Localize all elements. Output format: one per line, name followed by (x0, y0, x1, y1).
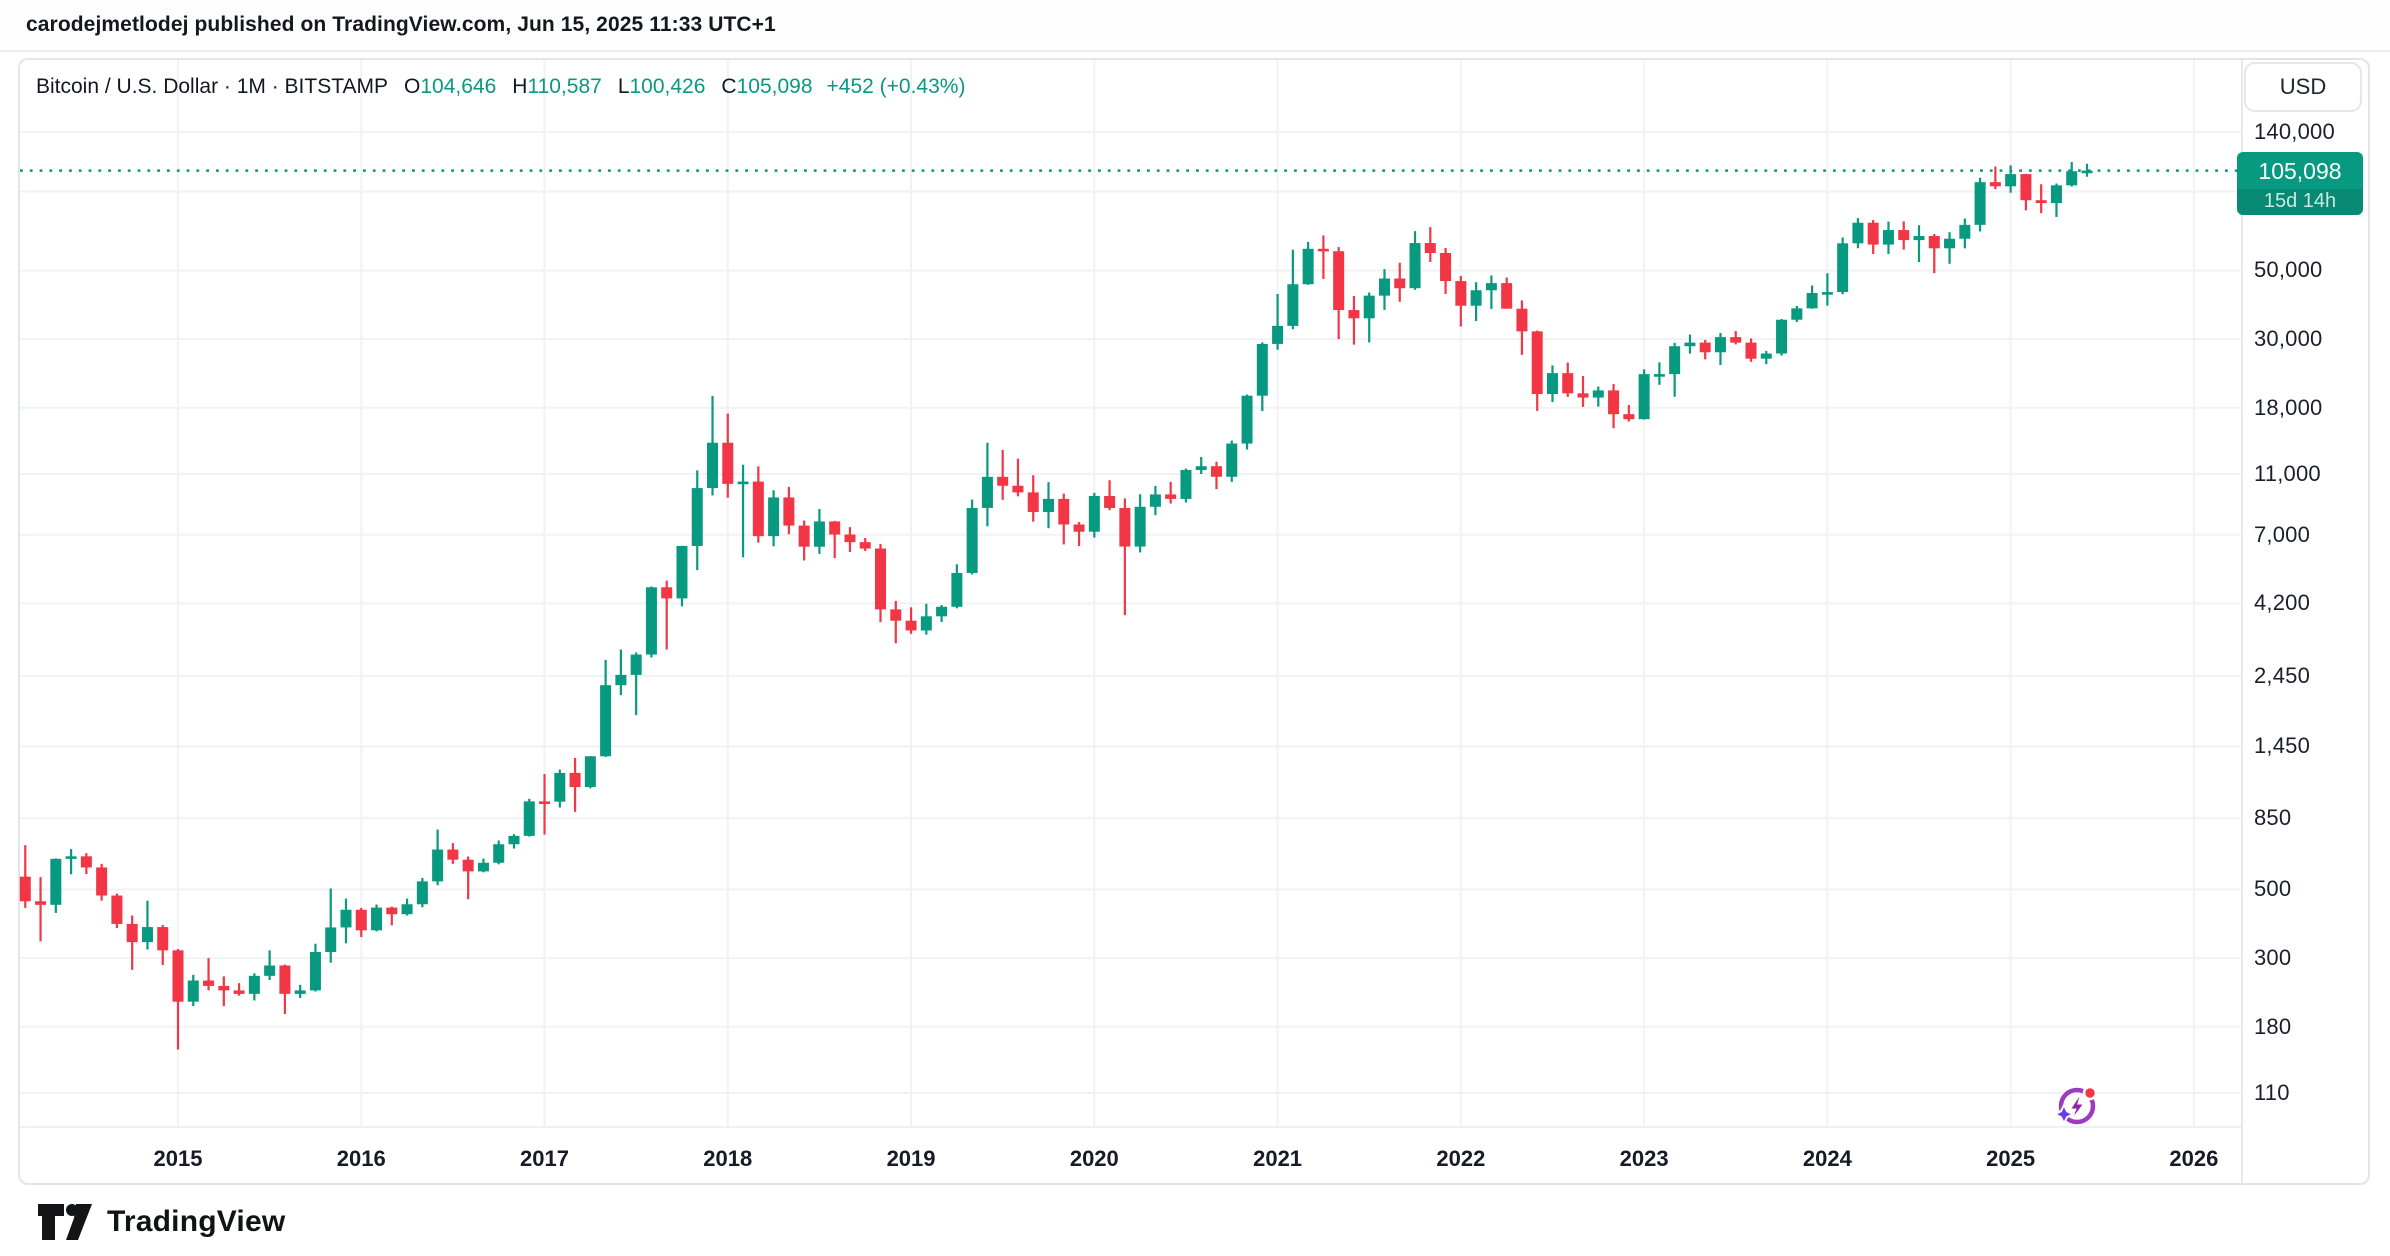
price-tick-label: 30,000 (2254, 326, 2323, 352)
bar-countdown: 15d 14h (2237, 188, 2363, 215)
published-bar: carodejmetlodej published on TradingView… (0, 0, 2390, 52)
year-label: 2026 (2169, 1146, 2219, 1171)
tradingview-logo-icon (38, 1204, 92, 1240)
year-label: 2020 (1069, 1146, 1119, 1171)
currency-label: USD (2279, 74, 2327, 99)
symbol-title: Bitcoin / U.S. Dollar · 1M · BITSTAMP (36, 75, 389, 98)
currency-button[interactable]: USD (2244, 62, 2362, 112)
ohlc-open: O104,646 (404, 75, 497, 98)
ohlc-low: L100,426 (617, 75, 706, 98)
price-tick-label: 18,000 (2254, 394, 2323, 420)
year-label: 2018 (703, 1146, 753, 1171)
year-label: 2022 (1436, 1146, 1486, 1171)
price-tick-label: 2,450 (2254, 662, 2311, 688)
last-price-value: 105,098 (2258, 157, 2342, 184)
price-tick-label: 4,200 (2254, 590, 2311, 616)
year-label: 2016 (336, 1146, 386, 1171)
price-tick-label: 500 (2254, 876, 2292, 902)
price-tick-label: 850 (2254, 805, 2292, 831)
year-label: 2019 (886, 1146, 936, 1171)
price-tick-label: 50,000 (2254, 257, 2323, 283)
price-change: +452 (+0.43%) (826, 75, 966, 98)
year-label: 2023 (1619, 1146, 1669, 1171)
price-tick-label: 140,000 (2254, 119, 2335, 145)
price-tick-label: 110 (2254, 1080, 2290, 1105)
ohlc-close: C105,098 (721, 75, 813, 98)
price-tick-label: 1,450 (2254, 733, 2311, 759)
price-tick-label: 180 (2254, 1013, 2292, 1039)
year-label: 2017 (520, 1146, 569, 1171)
year-label: 2021 (1253, 1146, 1303, 1171)
year-label: 2025 (1986, 1146, 2036, 1171)
price-tick-label: 7,000 (2254, 521, 2311, 547)
symbol-legend[interactable]: Bitcoin / U.S. Dollar · 1M · BITSTAMP O1… (36, 72, 965, 102)
last-price-badge: 105,098 15d 14h (2237, 151, 2363, 215)
price-tick-label: 300 (2254, 945, 2292, 971)
price-tick-label: 11,000 (2254, 461, 2321, 486)
year-label: 2024 (1802, 1146, 1852, 1171)
tradingview-brand[interactable]: TradingView (36, 1200, 285, 1244)
chart-card (18, 58, 2370, 1185)
tradingview-logo-text: TradingView (107, 1205, 286, 1238)
ohlc-high: H110,587 (512, 75, 602, 98)
year-label: 2015 (153, 1146, 203, 1171)
published-text: carodejmetlodej published on TradingView… (26, 13, 776, 36)
supercharts-spark-icon[interactable] (2055, 1084, 2099, 1128)
